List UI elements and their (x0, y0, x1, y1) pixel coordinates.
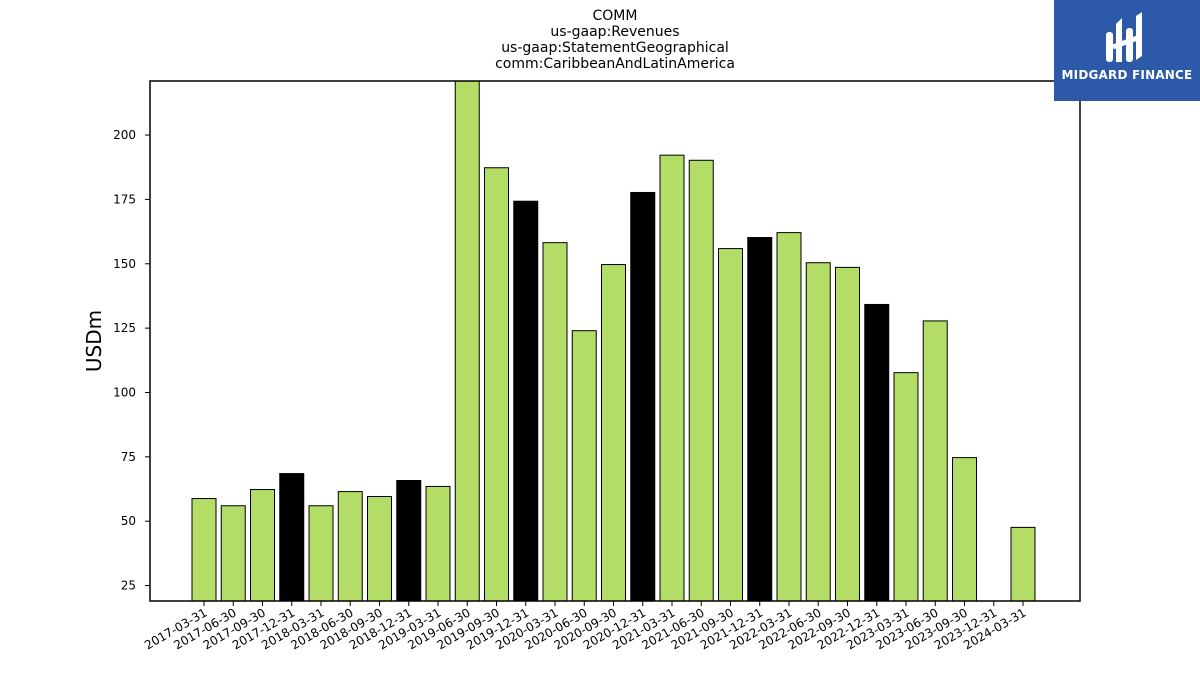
y-axis: 25 50 75 100 125 150 175 200 (113, 128, 150, 593)
logo-mark-icon (1106, 12, 1142, 62)
x-axis: 2017-03-312017-06-302017-09-302017-12-31… (142, 601, 1029, 652)
bar-2017-12-31 (279, 473, 305, 602)
plot-frame (149, 80, 1081, 602)
bar-2022-12-31 (864, 303, 890, 602)
bar-2017-06-30 (220, 505, 246, 602)
bar-2019-09-30 (484, 167, 509, 602)
y-tick-label: 25 (121, 579, 136, 593)
bar-2021-03-31 (659, 154, 685, 602)
bar-2022-09-30 (835, 266, 860, 602)
y-axis-label: USDm (82, 310, 106, 372)
y-tick-label: 175 (113, 192, 136, 206)
bar-2019-06-30 (454, 80, 480, 602)
chart-title-line-2: us-gaap:Revenues (550, 24, 679, 40)
bar-2020-06-30 (571, 330, 597, 602)
chart-title-line-1: COMM (593, 8, 638, 24)
y-tick-label: 200 (113, 128, 136, 142)
chart-title-line-3: us-gaap:StatementGeographical (501, 40, 729, 56)
y-tick-label: 125 (113, 321, 136, 335)
bar-2018-03-31 (308, 505, 334, 602)
bar-2021-09-30 (718, 248, 743, 602)
bar-2023-09-30 (952, 457, 977, 602)
bar-2017-03-31 (191, 498, 217, 602)
y-tick-label: 50 (121, 514, 136, 528)
bar-2020-09-30 (601, 264, 626, 602)
bars (191, 80, 1036, 602)
y-tick-label: 100 (113, 385, 136, 399)
bar-2019-03-31 (425, 485, 451, 602)
bar-2024-03-31 (1010, 526, 1036, 602)
chart-title-line-4: comm:CaribbeanAndLatinAmerica (495, 56, 735, 72)
bar-2022-06-30 (805, 262, 831, 602)
bar-2017-09-30 (250, 489, 275, 602)
bar-2023-03-31 (893, 372, 919, 602)
chart-title: COMM us-gaap:Revenues us-gaap:StatementG… (495, 8, 735, 72)
bar-2022-03-31 (776, 232, 802, 602)
midgard-finance-logo: MIDGARD FINANCE (1054, 0, 1200, 101)
bar-2023-06-30 (922, 320, 948, 602)
bar-2018-06-30 (337, 491, 363, 602)
bar-2018-12-31 (396, 480, 422, 602)
bar-2019-12-31 (513, 200, 539, 602)
bar-2020-12-31 (630, 191, 656, 602)
bar-2021-12-31 (747, 237, 773, 602)
logo-text: MIDGARD FINANCE (1061, 68, 1193, 82)
bar-2018-09-30 (367, 495, 392, 602)
y-tick-label: 150 (113, 257, 136, 271)
y-tick-label: 75 (121, 450, 136, 464)
bar-2021-06-30 (688, 159, 714, 602)
bar-2020-03-31 (542, 242, 568, 602)
